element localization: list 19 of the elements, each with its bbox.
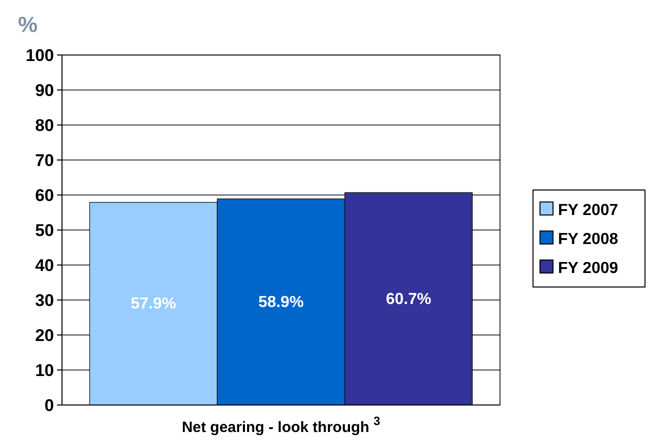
y-tick-label: 90 [35, 81, 54, 100]
y-tick-label: 30 [35, 291, 54, 310]
y-tick-label: 20 [35, 326, 54, 345]
y-tick-label: 70 [35, 151, 54, 170]
legend-label: FY 2008 [558, 231, 618, 248]
y-tick-label: 0 [44, 396, 54, 415]
y-tick-label: 100 [26, 46, 54, 65]
legend-label: FY 2007 [558, 202, 618, 219]
x-tick-label: Net gearing - look through $^{3}$ [182, 414, 380, 436]
y-tick-label: 10 [35, 361, 54, 380]
y-tick-label: 60 [35, 186, 54, 205]
y-tick-label: 80 [35, 116, 54, 135]
data-label: 57.9% [130, 296, 176, 313]
legend-label: FY 2009 [558, 260, 618, 277]
y-tick-label: 40 [35, 256, 54, 275]
y-axis-title: % [18, 12, 38, 37]
y-tick-label: 50 [35, 221, 54, 240]
data-label: 60.7% [386, 290, 432, 308]
data-label: 58.9% [258, 294, 304, 311]
